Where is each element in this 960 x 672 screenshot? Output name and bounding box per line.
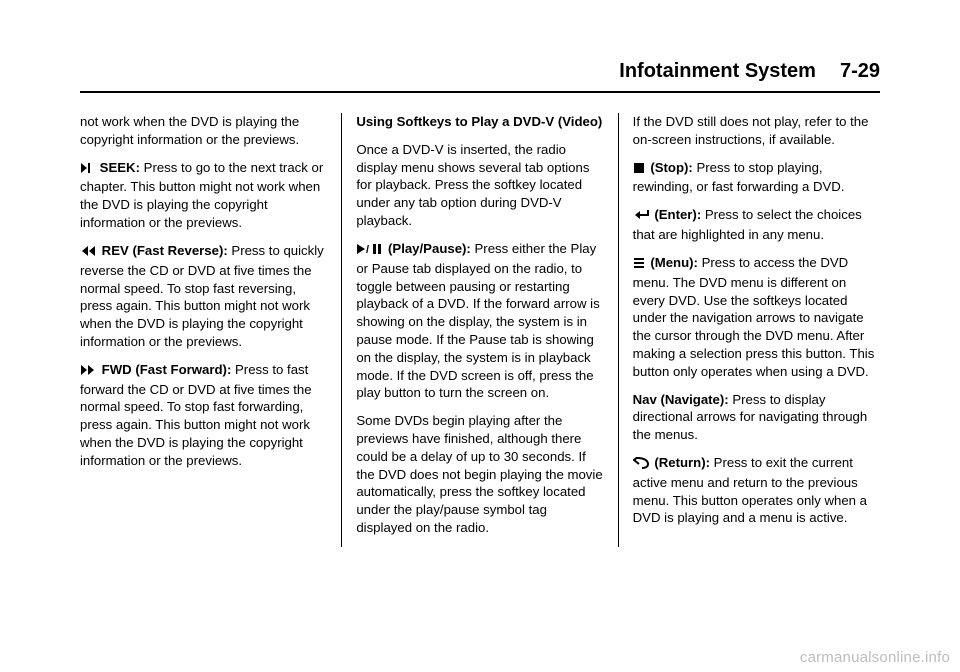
playpause-text: Press either the Play or Pause tab displ…: [356, 241, 599, 401]
col3-paragraph-1: If the DVD still does not play, refer to…: [633, 113, 880, 149]
fast-forward-icon: [80, 363, 96, 381]
return-label: (Return):: [654, 455, 710, 470]
menu-label: (Menu):: [650, 255, 698, 270]
playpause-label: (Play/Pause):: [388, 241, 471, 256]
column-1: not work when the DVD is playing the cop…: [80, 113, 341, 547]
enter-label: (Enter):: [654, 207, 701, 222]
col2-heading: Using Softkeys to Play a DVD-V (Video): [356, 113, 603, 131]
col3-enter: (Enter): Press to select the choices tha…: [633, 206, 880, 244]
fwd-label: FWD (Fast Forward):: [102, 362, 232, 377]
stop-icon: [633, 161, 645, 179]
rev-label: REV (Fast Reverse):: [102, 243, 228, 258]
return-icon: [633, 456, 649, 474]
watermark: carmanualsonline.info: [800, 649, 950, 666]
seek-next-icon: [80, 161, 94, 179]
columns: not work when the DVD is playing the cop…: [80, 113, 880, 547]
stop-label: (Stop):: [650, 160, 692, 175]
header-title: Infotainment System: [619, 60, 816, 83]
col3-stop: (Stop): Press to stop playing, rewinding…: [633, 159, 880, 197]
col3-return: (Return): Press to exit the current acti…: [633, 454, 880, 527]
rev-text: Press to quickly reverse the CD or DVD a…: [80, 243, 324, 349]
col2-playpause: / (Play/Pause): Press either the Play or…: [356, 240, 603, 402]
page-header: Infotainment System 7-29: [80, 60, 880, 93]
col1-paragraph-1: not work when the DVD is playing the cop…: [80, 113, 327, 149]
col3-nav: Nav (Navigate): Press to display directi…: [633, 391, 880, 444]
col1-fwd: FWD (Fast Forward): Press to fast forwar…: [80, 361, 327, 470]
header-page-number: 7-29: [840, 60, 880, 83]
col3-menu: (Menu): Press to access the DVD menu. Th…: [633, 254, 880, 381]
column-2: Using Softkeys to Play a DVD-V (Video) O…: [341, 113, 617, 547]
seek-label: SEEK:: [100, 160, 140, 175]
menu-text: Press to access the DVD menu. The DVD me…: [633, 255, 875, 379]
play-pause-icon: /: [356, 242, 382, 260]
col2-paragraph-2: Some DVDs begin playing after the previe…: [356, 412, 603, 537]
fwd-text: Press to fast forward the CD or DVD at f…: [80, 362, 312, 468]
col2-paragraph-1: Once a DVD-V is inserted, the radio disp…: [356, 141, 603, 230]
column-3: If the DVD still does not play, refer to…: [618, 113, 880, 547]
page: Infotainment System 7-29 not work when t…: [0, 0, 960, 672]
nav-label: Nav (Navigate):: [633, 392, 729, 407]
enter-icon: [633, 208, 649, 226]
fast-reverse-icon: [80, 244, 96, 262]
col1-rev: REV (Fast Reverse): Press to quickly rev…: [80, 242, 327, 351]
svg-text:/: /: [366, 244, 369, 255]
menu-icon: [633, 256, 645, 274]
col1-seek: SEEK: Press to go to the next track or c…: [80, 159, 327, 232]
